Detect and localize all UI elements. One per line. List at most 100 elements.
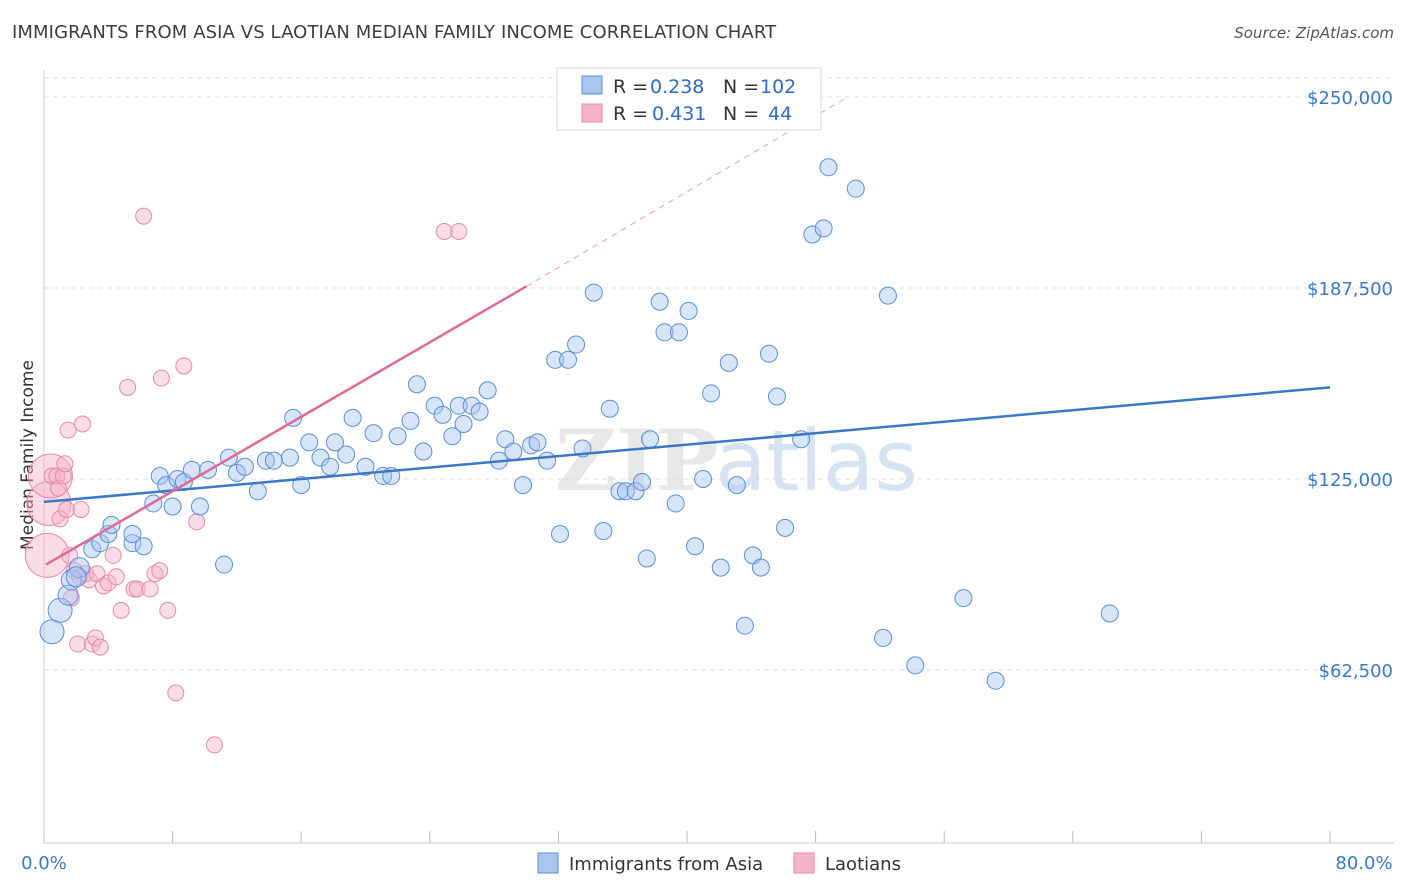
asia-point-47 [433, 405, 452, 424]
asia-point-94 [814, 219, 833, 238]
asia-point-30 [292, 476, 311, 495]
asia-point-91 [776, 518, 795, 537]
asia-point-71 [626, 482, 645, 501]
asia-point-48 [443, 427, 462, 446]
asia-point-5 [65, 566, 87, 588]
asia-point-57 [514, 476, 533, 495]
asia-point-67 [594, 521, 613, 540]
asia-point-99 [906, 656, 925, 675]
x-tick-label-max: 80.0% [1335, 853, 1392, 874]
laotians-point-42 [450, 222, 468, 240]
y-tick-label-3: $250,000 [1307, 88, 1393, 109]
asia-point-79 [679, 301, 698, 320]
asia-point-36 [337, 445, 356, 464]
asia-point-68 [600, 399, 619, 418]
asia-point-76 [655, 323, 674, 342]
x-axis-ticks [43, 831, 1331, 843]
asia-point-90 [768, 387, 787, 406]
asia-point-72 [632, 473, 651, 492]
asia-point-62 [551, 525, 570, 544]
asia-point-82 [702, 384, 721, 403]
asia-point-101 [986, 671, 1005, 690]
asia-point-1 [47, 597, 73, 623]
asia-point-53 [478, 381, 497, 400]
asia-point-98 [878, 286, 897, 305]
bottom-legend-label-laotians: Laotians [825, 854, 901, 875]
laotians-point-10 [59, 421, 77, 439]
laotians-point-40 [205, 736, 223, 754]
laotians-trend-line [45, 285, 527, 566]
asia-point-73 [637, 549, 656, 568]
laotians-point-24 [94, 577, 112, 595]
laotians-point-36 [159, 601, 177, 619]
laotians-point-41 [435, 222, 453, 240]
y-tick-label-2: $187,500 [1307, 279, 1393, 300]
laotians-point-17 [74, 415, 92, 433]
laotians-point-28 [112, 601, 130, 619]
gridlines [44, 77, 1394, 671]
laotians-point-26 [104, 546, 122, 564]
asia-point-75 [650, 292, 669, 311]
asia-point-10 [123, 534, 142, 553]
asia-point-42 [388, 427, 407, 446]
bottom-legend-label-asia: Immigrants from Asia [569, 854, 763, 875]
legend-n-value-laotians: 44 [768, 103, 792, 125]
laotians-point-4 [48, 467, 66, 485]
asia-point-0 [39, 619, 65, 645]
chart-title: IMMIGRANTS FROM ASIA VS LAOTIAN MEDIAN F… [12, 22, 777, 43]
asia-point-39 [364, 424, 383, 443]
asia-point-44 [407, 375, 426, 394]
bottom-legend-swatch-asia [537, 852, 559, 874]
legend-r-label-asia: R = [613, 76, 648, 98]
asia-point-84 [719, 353, 738, 372]
y-tick-label-1: $125,000 [1307, 470, 1393, 491]
legend-n-value-asia: 102 [760, 76, 796, 98]
asia-point-100 [954, 589, 973, 608]
asia-point-32 [300, 433, 319, 452]
asia-point-14 [150, 466, 169, 485]
asia-point-70 [616, 482, 635, 501]
legend-n-label-asia: N = [723, 76, 759, 98]
asia-point-78 [666, 494, 685, 513]
legend-n-label-laotians: N = [723, 103, 759, 125]
watermark-atlas: atlas [715, 412, 918, 510]
asia-point-20 [190, 497, 209, 516]
laotians-point-21 [86, 629, 104, 647]
legend-r-value-asia: 0.238 [650, 76, 704, 98]
asia-point-69 [610, 482, 629, 501]
asia-point-12 [134, 537, 153, 556]
laotians-point-0 [24, 532, 70, 578]
asia-point-85 [727, 476, 746, 495]
asia-point-16 [163, 497, 182, 516]
legend-swatch-asia [581, 75, 603, 95]
asia-point-56 [504, 442, 523, 461]
asia-point-95 [819, 158, 838, 177]
laotians-point-6 [51, 510, 69, 528]
laotians-point-23 [91, 638, 109, 656]
laotians-point-9 [58, 501, 76, 519]
asia-point-25 [235, 457, 254, 476]
asia-point-93 [803, 225, 822, 244]
asia-point-28 [264, 451, 283, 470]
asia-point-83 [711, 558, 730, 577]
correlation-legend: R = 0.238 N = 102 R = 0.431 N = 44 [556, 67, 822, 131]
series-laotians-points [24, 207, 468, 754]
laotians-point-16 [72, 501, 90, 519]
legend-swatch-laotians [581, 103, 603, 123]
laotians-point-27 [107, 568, 125, 586]
asia-point-80 [686, 537, 705, 556]
laotians-point-29 [119, 378, 137, 396]
laotians-point-34 [146, 565, 164, 583]
asia-point-52 [470, 402, 489, 421]
asia-point-50 [454, 414, 473, 433]
y-axis-tick-labels: $62,500 $125,000 $187,500 $250,000 [1307, 88, 1393, 682]
laotians-point-35 [152, 369, 170, 387]
laotians-point-31 [128, 580, 146, 598]
asia-point-22 [215, 555, 234, 574]
y-tick-label-0: $62,500 [1319, 661, 1393, 682]
asia-point-26 [248, 482, 267, 501]
asia-point-59 [528, 433, 547, 452]
asia-point-35 [325, 433, 344, 452]
asia-point-29 [280, 448, 299, 467]
